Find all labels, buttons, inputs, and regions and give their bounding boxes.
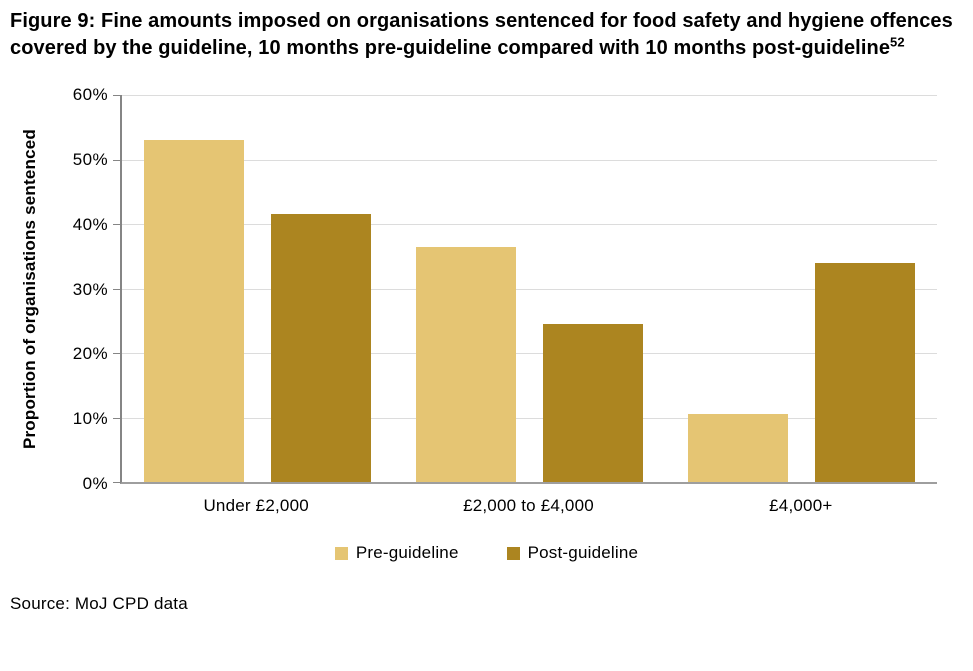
plot-column: Under £2,000 £2,000 to £4,000 £4,000+	[113, 95, 937, 516]
legend-swatch	[334, 546, 348, 560]
y-tick-label: 60%	[72, 85, 108, 104]
y-tick-mark	[113, 353, 120, 355]
y-tick-label: 0%	[82, 474, 108, 493]
bar-post-guideline	[814, 262, 915, 482]
bar-pre-guideline	[687, 414, 788, 482]
gridline	[122, 224, 937, 226]
x-tick-label: £2,000 to £4,000	[463, 496, 594, 515]
figure-title-footnote-ref: 52	[890, 34, 905, 50]
bar-post-guideline	[543, 323, 643, 482]
legend-item-post-guideline: Post-guideline	[506, 543, 639, 563]
legend: Pre-guideline Post-guideline	[10, 543, 963, 563]
y-axis-tick-labels: 0% 10% 20% 30% 40% 50% 60%	[50, 85, 120, 493]
bar-pre-guideline	[144, 140, 245, 482]
plot-area	[113, 95, 937, 484]
y-tick-label: 50%	[72, 149, 108, 169]
y-tick-label: 30%	[72, 279, 108, 299]
figure-title-text: Figure 9: Fine amounts imposed on organi…	[10, 10, 953, 59]
y-tick-mark	[113, 482, 120, 483]
gridline	[122, 417, 937, 419]
y-axis-title: Proportion of organisations sentenced	[20, 129, 39, 450]
legend-label: Pre-guideline	[355, 543, 459, 562]
x-tick-label: Under £2,000	[203, 496, 309, 515]
y-axis-title-column: Proportion of organisations sentenced	[10, 95, 50, 484]
gridline	[122, 95, 937, 96]
legend-swatch	[506, 546, 520, 560]
y-tick-mark	[113, 417, 120, 419]
x-tick-label: £4,000+	[769, 496, 833, 515]
bar-group	[665, 95, 937, 482]
bar-chart: Proportion of organisations sentenced 0%…	[10, 85, 963, 516]
gridline	[122, 353, 937, 355]
bars-layer	[122, 95, 937, 482]
bar-group	[394, 95, 666, 482]
bar-pre-guideline	[416, 246, 516, 482]
gridline	[122, 159, 937, 161]
y-tick-label: 10%	[72, 409, 108, 429]
y-tick-label: 40%	[72, 214, 108, 234]
y-tick-mark	[113, 159, 120, 161]
legend-item-pre-guideline: Pre-guideline	[334, 543, 459, 563]
bar-group	[122, 95, 394, 482]
y-tick-label: 20%	[72, 344, 108, 364]
gridline	[122, 288, 937, 290]
source-note: Source: MoJ CPD data	[10, 594, 188, 613]
figure-title: Figure 9: Fine amounts imposed on organi…	[10, 8, 960, 62]
y-tick-mark	[113, 95, 120, 96]
bar-post-guideline	[271, 214, 372, 482]
x-axis-labels: Under £2,000 £2,000 to £4,000 £4,000+	[120, 496, 937, 516]
y-tick-mark	[113, 224, 120, 226]
legend-label: Post-guideline	[527, 543, 639, 562]
y-tick-mark	[113, 288, 120, 290]
